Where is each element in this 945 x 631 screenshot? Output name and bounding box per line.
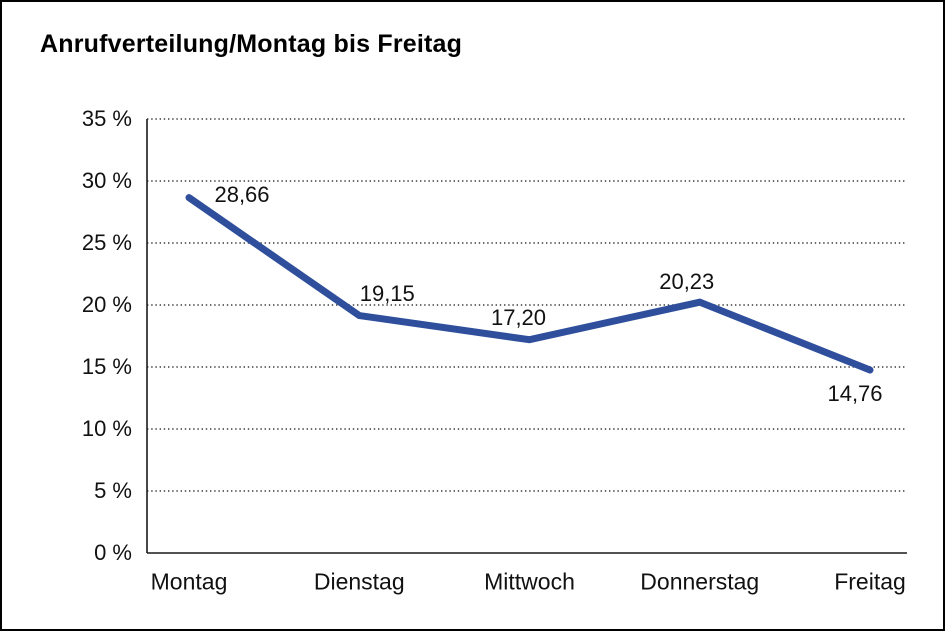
data-point-label: 28,66 — [214, 181, 270, 207]
gridlines — [147, 118, 907, 492]
y-tick-label: 15 % — [81, 354, 132, 379]
x-category-label: Freitag — [834, 568, 906, 595]
y-tick-label: 0 % — [94, 540, 132, 565]
y-tick-label: 20 % — [81, 292, 132, 317]
y-tick-label: 5 % — [94, 478, 132, 503]
x-category-label: Donnerstag — [640, 568, 760, 595]
data-point-label: 14,76 — [827, 380, 883, 406]
x-category-label: Mittwoch — [484, 568, 575, 595]
series-line — [185, 194, 874, 374]
chart-title: Anrufverteilung/Montag bis Freitag — [40, 30, 463, 58]
data-point-label: 20,23 — [659, 269, 715, 295]
y-tick-label: 10 % — [81, 416, 132, 441]
x-category-label: Montag — [150, 568, 228, 595]
y-tick-label: 30 % — [81, 168, 132, 193]
data-point-label: 17,20 — [490, 304, 547, 330]
data-point-label: 19,15 — [359, 280, 415, 306]
y-tick-label: 35 % — [81, 106, 132, 131]
axes — [146, 119, 907, 554]
y-tick-label: 25 % — [81, 230, 132, 255]
x-category-label: Dienstag — [313, 568, 405, 595]
